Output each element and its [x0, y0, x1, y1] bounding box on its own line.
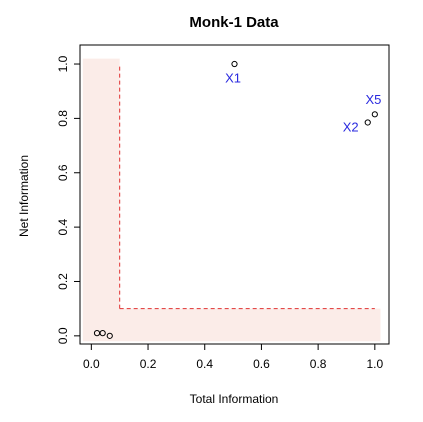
- x-tick-label: 0.0: [83, 357, 100, 371]
- y-tick-label: 0.8: [56, 110, 70, 127]
- data-point: [99, 330, 106, 337]
- data-point: [364, 119, 371, 126]
- point-label-x1: X1: [225, 70, 241, 85]
- data-point: [231, 60, 238, 68]
- x-tick-label: 0.2: [140, 357, 157, 371]
- point-annotations: X1 X2 X5: [225, 70, 381, 134]
- x-tick-label: 0.6: [253, 357, 270, 371]
- y-tick-label: 0.4: [56, 218, 70, 235]
- y-tick-label: 0.2: [56, 273, 70, 290]
- x-tick-label: 0.8: [310, 357, 327, 371]
- shaded-region-layer: [82, 58, 381, 342]
- shaded-region: [82, 58, 381, 342]
- plot-frame: [79, 44, 390, 345]
- data-points: [93, 60, 378, 339]
- point-label-x5: X5: [365, 92, 381, 107]
- y-axis-label: Net Information: [17, 155, 31, 237]
- x-tick-label: 0.4: [196, 357, 213, 371]
- y-tick-label: 0.6: [56, 164, 70, 181]
- point-label-x2: X2: [343, 119, 359, 134]
- y-tick-label: 0.0: [56, 327, 70, 344]
- x-axis: 0.0 0.2 0.4 0.6 0.8 1.0: [83, 343, 383, 371]
- chart-title: Monk-1 Data: [189, 14, 279, 31]
- y-tick-label: 1.0: [56, 55, 70, 72]
- x-axis-label: Total Information: [190, 392, 279, 406]
- y-axis: 0.0 0.2 0.4 0.6 0.8 1.0: [56, 55, 81, 344]
- data-point: [371, 111, 378, 118]
- x-tick-label: 1.0: [366, 357, 383, 371]
- data-point: [106, 332, 113, 339]
- threshold-lines-layer: [119, 64, 375, 310]
